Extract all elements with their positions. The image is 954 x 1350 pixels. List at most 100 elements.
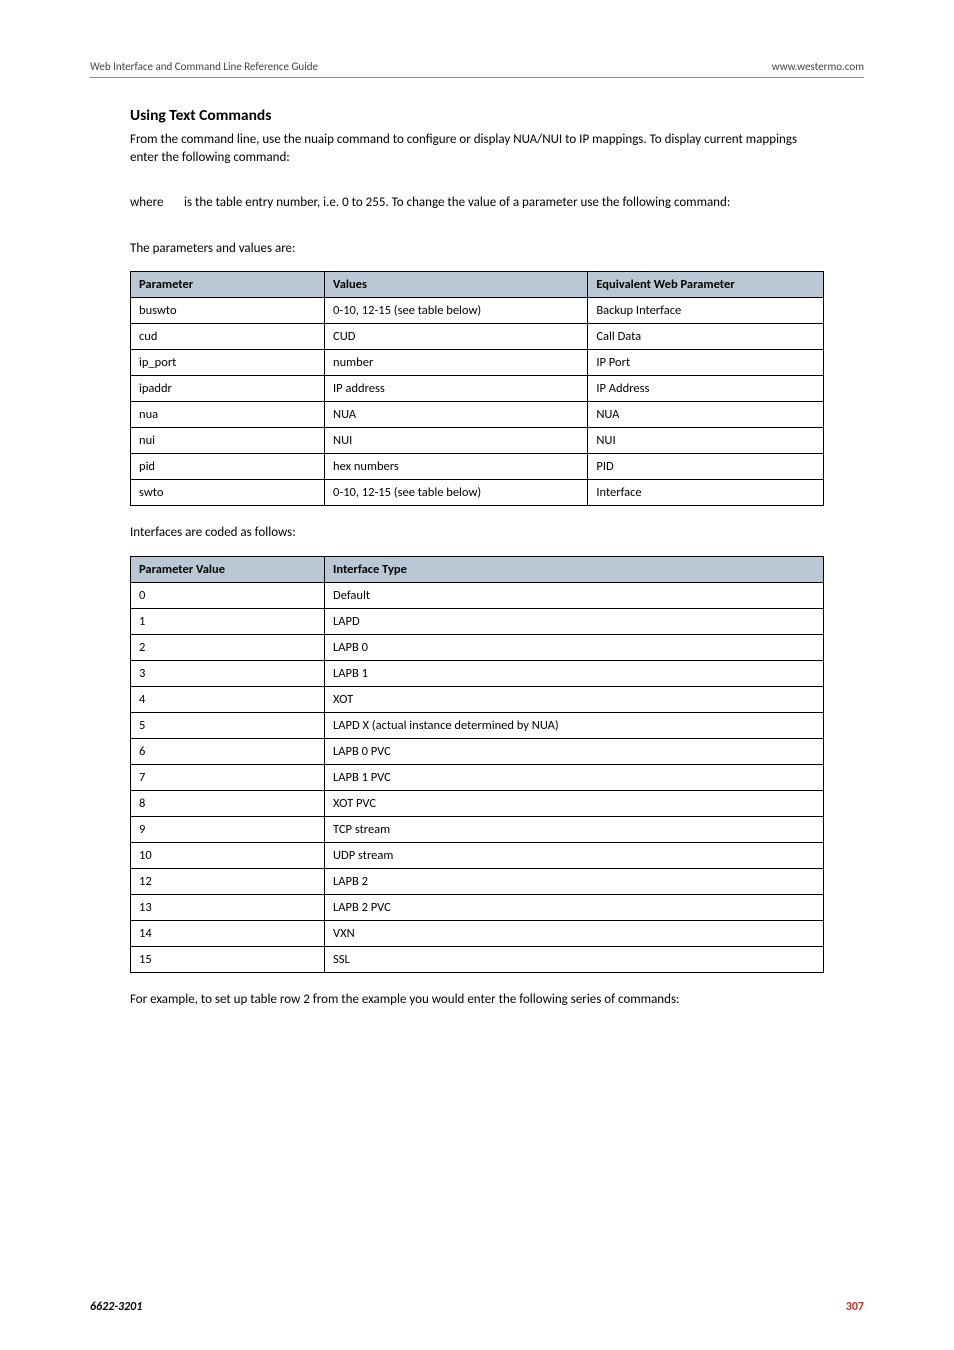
table-cell: CUD bbox=[325, 324, 588, 350]
table-cell: 3 bbox=[131, 660, 325, 686]
table-row: nuiNUINUI bbox=[131, 428, 824, 454]
table-cell: LAPB 0 bbox=[325, 634, 824, 660]
table-cell: hex numbers bbox=[325, 454, 588, 480]
table-cell: 0-10, 12-15 (see table below) bbox=[325, 298, 588, 324]
table-cell: XOT bbox=[325, 686, 824, 712]
table-row: ip_portnumberIP Port bbox=[131, 350, 824, 376]
th-equiv: Equivalent Web Parameter bbox=[588, 272, 824, 298]
th-parameter: Parameter bbox=[131, 272, 325, 298]
header-right: www.westermo.com bbox=[772, 60, 864, 73]
interfaces-table: Parameter Value Interface Type 0Default1… bbox=[130, 556, 824, 973]
table-cell: 7 bbox=[131, 764, 325, 790]
table-cell: number bbox=[325, 350, 588, 376]
header-left: Web Interface and Command Line Reference… bbox=[90, 60, 318, 73]
para2-pre: where bbox=[130, 195, 166, 210]
table-cell: cud bbox=[131, 324, 325, 350]
table-row: pidhex numbersPID bbox=[131, 454, 824, 480]
parameters-table: Parameter Values Equivalent Web Paramete… bbox=[130, 271, 824, 506]
footer-pagenum: 307 bbox=[846, 1300, 864, 1314]
th-param-value: Parameter Value bbox=[131, 556, 325, 582]
table-row: 4XOT bbox=[131, 686, 824, 712]
params-intro: The parameters and values are: bbox=[130, 240, 824, 258]
table-row: 14VXN bbox=[131, 920, 824, 946]
footer-docnum: 6622-3201 bbox=[90, 1300, 142, 1314]
table-cell: NUI bbox=[325, 428, 588, 454]
table-row: 6LAPB 0 PVC bbox=[131, 738, 824, 764]
interfaces-intro: Interfaces are coded as follows: bbox=[130, 524, 824, 542]
table-cell: NUA bbox=[588, 402, 824, 428]
table-cell: swto bbox=[131, 480, 325, 506]
table-row: ipaddrIP addressIP Address bbox=[131, 376, 824, 402]
intro-paragraph-1: From the command line, use the nuaip com… bbox=[130, 131, 824, 166]
table-row: swto0-10, 12-15 (see table below)Interfa… bbox=[131, 480, 824, 506]
table-cell: NUI bbox=[588, 428, 824, 454]
table-cell: ipaddr bbox=[131, 376, 325, 402]
table-row: 3LAPB 1 bbox=[131, 660, 824, 686]
table-cell: LAPD X (actual instance determined by NU… bbox=[325, 712, 824, 738]
intro-paragraph-2: where is the table entry number, i.e. 0 … bbox=[130, 194, 824, 212]
table-cell: 8 bbox=[131, 790, 325, 816]
table-cell: 4 bbox=[131, 686, 325, 712]
table-cell: pid bbox=[131, 454, 325, 480]
table-cell: 1 bbox=[131, 608, 325, 634]
table-cell: LAPB 0 PVC bbox=[325, 738, 824, 764]
table-cell: SSL bbox=[325, 946, 824, 972]
table-cell: 10 bbox=[131, 842, 325, 868]
table-cell: Default bbox=[325, 582, 824, 608]
table-cell: ip_port bbox=[131, 350, 325, 376]
table-row: buswto0-10, 12-15 (see table below)Backu… bbox=[131, 298, 824, 324]
table-header-row: Parameter Value Interface Type bbox=[131, 556, 824, 582]
table-cell: nua bbox=[131, 402, 325, 428]
page: Web Interface and Command Line Reference… bbox=[0, 0, 954, 1350]
section-title: Using Text Commands bbox=[130, 106, 824, 125]
table-cell: LAPB 1 PVC bbox=[325, 764, 824, 790]
page-header: Web Interface and Command Line Reference… bbox=[90, 60, 864, 78]
table-cell: LAPD bbox=[325, 608, 824, 634]
table-cell: IP Port bbox=[588, 350, 824, 376]
table-cell: 0 bbox=[131, 582, 325, 608]
para2-post: is the table entry number, i.e. 0 to 255… bbox=[181, 195, 730, 210]
table-header-row: Parameter Values Equivalent Web Paramete… bbox=[131, 272, 824, 298]
table-cell: 12 bbox=[131, 868, 325, 894]
table-row: 10UDP stream bbox=[131, 842, 824, 868]
page-footer: 6622-3201 307 bbox=[90, 1300, 864, 1314]
table-cell: 13 bbox=[131, 894, 325, 920]
table-cell: IP Address bbox=[588, 376, 824, 402]
table-row: nuaNUANUA bbox=[131, 402, 824, 428]
table-row: cudCUDCall Data bbox=[131, 324, 824, 350]
table-cell: LAPB 2 bbox=[325, 868, 824, 894]
table-row: 8XOT PVC bbox=[131, 790, 824, 816]
table-row: 2LAPB 0 bbox=[131, 634, 824, 660]
table-cell: 5 bbox=[131, 712, 325, 738]
table-cell: Interface bbox=[588, 480, 824, 506]
table-cell: LAPB 2 PVC bbox=[325, 894, 824, 920]
table-row: 13LAPB 2 PVC bbox=[131, 894, 824, 920]
table-cell: TCP stream bbox=[325, 816, 824, 842]
table-cell: 0-10, 12-15 (see table below) bbox=[325, 480, 588, 506]
table-row: 15SSL bbox=[131, 946, 824, 972]
table-cell: 15 bbox=[131, 946, 325, 972]
table-cell: XOT PVC bbox=[325, 790, 824, 816]
table-cell: VXN bbox=[325, 920, 824, 946]
table-cell: 9 bbox=[131, 816, 325, 842]
table-cell: Call Data bbox=[588, 324, 824, 350]
table-row: 0Default bbox=[131, 582, 824, 608]
th-interface-type: Interface Type bbox=[325, 556, 824, 582]
table-cell: IP address bbox=[325, 376, 588, 402]
table-cell: 2 bbox=[131, 634, 325, 660]
table-cell: UDP stream bbox=[325, 842, 824, 868]
table-row: 1LAPD bbox=[131, 608, 824, 634]
table-cell: 14 bbox=[131, 920, 325, 946]
table-cell: 6 bbox=[131, 738, 325, 764]
table-row: 7LAPB 1 PVC bbox=[131, 764, 824, 790]
table-cell: nui bbox=[131, 428, 325, 454]
table-cell: Backup Interface bbox=[588, 298, 824, 324]
table-cell: LAPB 1 bbox=[325, 660, 824, 686]
th-values: Values bbox=[325, 272, 588, 298]
table-row: 5LAPD X (actual instance determined by N… bbox=[131, 712, 824, 738]
table-cell: NUA bbox=[325, 402, 588, 428]
example-paragraph: For example, to set up table row 2 from … bbox=[130, 991, 824, 1009]
content-area: Using Text Commands From the command lin… bbox=[90, 106, 864, 1008]
table-row: 12LAPB 2 bbox=[131, 868, 824, 894]
table-cell: buswto bbox=[131, 298, 325, 324]
